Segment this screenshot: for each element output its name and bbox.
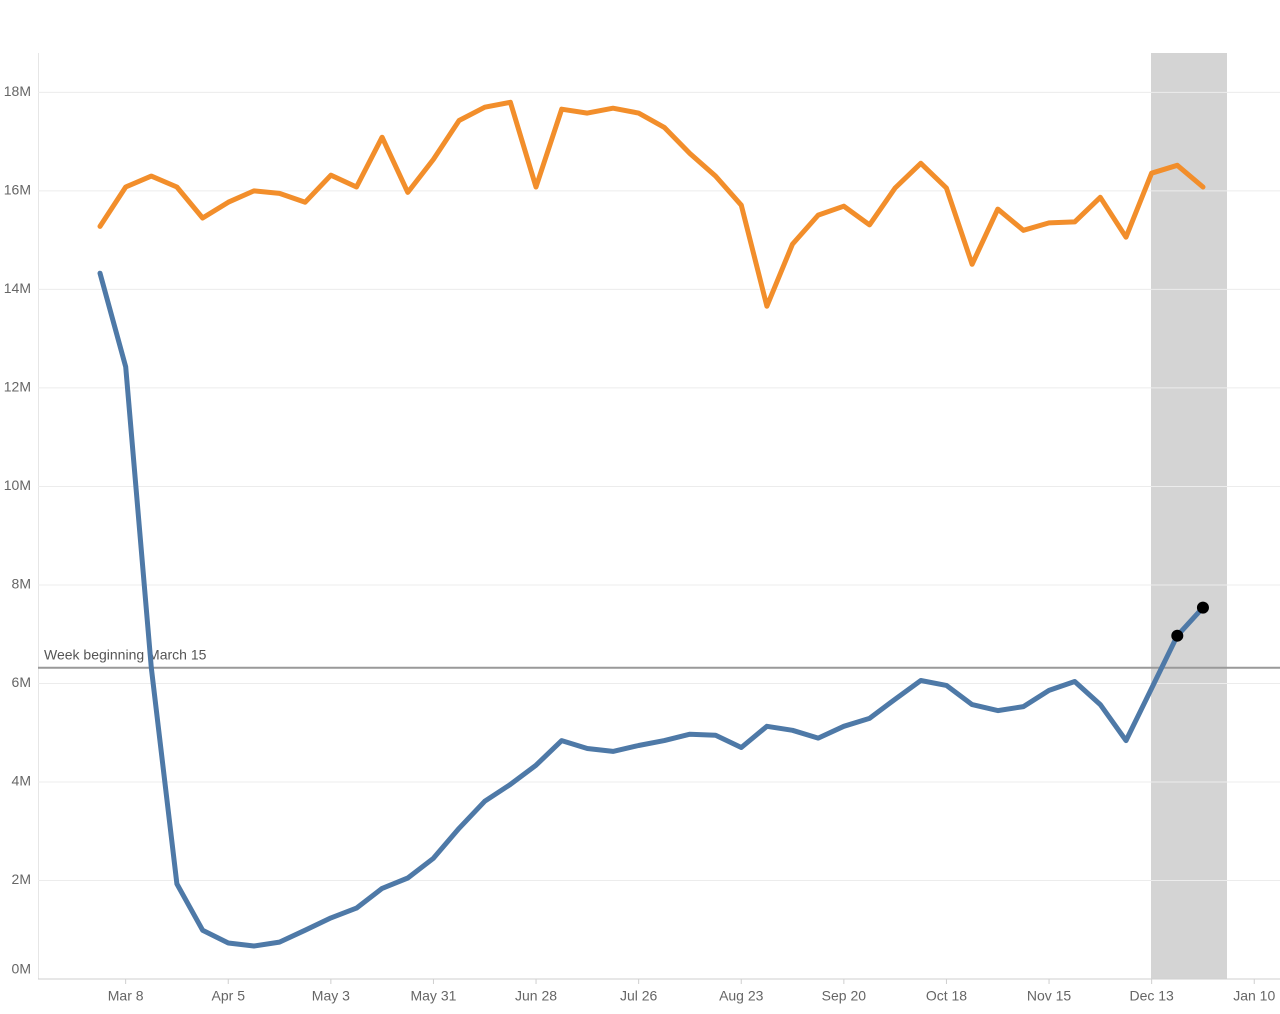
y-tick-label: 16M <box>4 182 31 198</box>
y-tick-label: 14M <box>4 280 31 296</box>
x-tick-label: Oct 18 <box>926 988 967 1004</box>
x-tick-label: Aug 23 <box>719 988 764 1004</box>
x-tick-label: Mar 8 <box>108 988 144 1004</box>
reference-label: Week beginning March 15 <box>44 646 207 662</box>
highlight-band <box>1151 53 1227 979</box>
highlight-point <box>1171 629 1184 642</box>
x-tick-label: Sep 20 <box>822 988 867 1004</box>
y-tick-label: 10M <box>4 477 31 493</box>
y-tick-label: 4M <box>12 773 31 789</box>
x-tick-label: Jun 28 <box>515 988 557 1004</box>
x-tick-label: Nov 15 <box>1027 988 1072 1004</box>
y-tick-label: 12M <box>4 379 31 395</box>
x-tick-label: Jul 26 <box>620 988 658 1004</box>
x-tick-label: May 3 <box>312 988 350 1004</box>
x-tick-label: Dec 13 <box>1129 988 1174 1004</box>
y-tick-label: 0M <box>12 961 31 977</box>
y-tick-label: 18M <box>4 83 31 99</box>
y-tick-label: 8M <box>12 576 31 592</box>
y-tick-label: 2M <box>12 871 31 887</box>
y-tick-label: 6M <box>12 674 31 690</box>
x-tick-label: Apr 5 <box>212 988 246 1004</box>
x-tick-label: May 31 <box>410 988 456 1004</box>
x-tick-label: Jan 10 <box>1233 988 1275 1004</box>
series-line <box>97 270 1206 949</box>
series-line <box>97 99 1206 309</box>
highlight-point <box>1196 601 1209 614</box>
